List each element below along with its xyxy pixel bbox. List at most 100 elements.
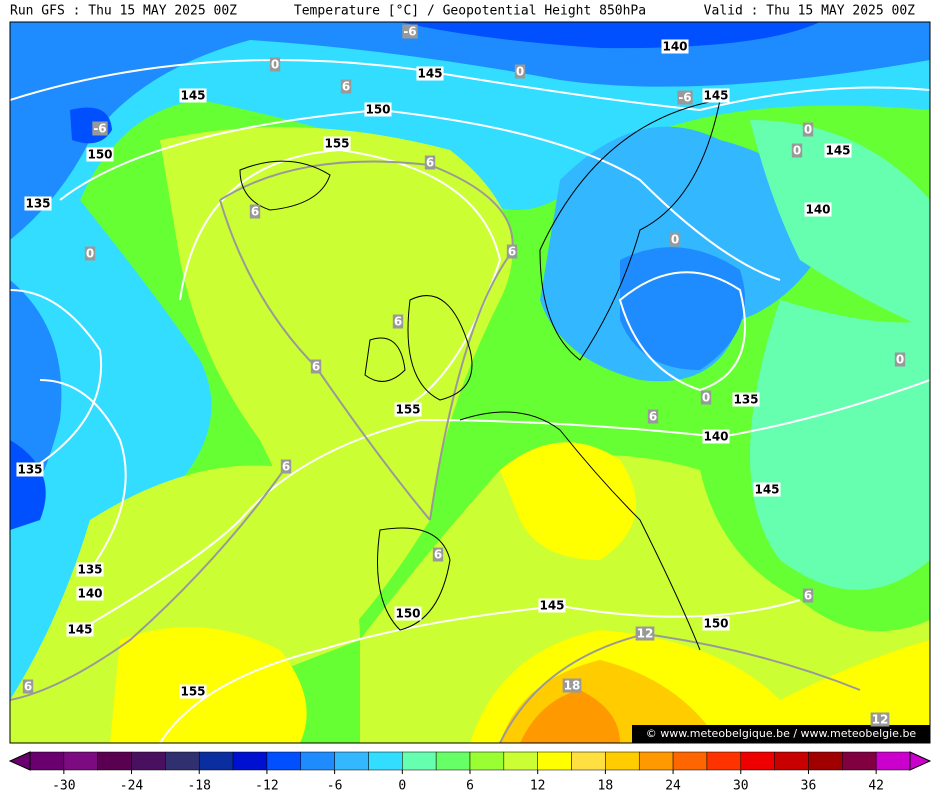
height-label: 145 xyxy=(825,144,850,158)
height-label: 140 xyxy=(662,40,687,54)
temperature-label-bg xyxy=(424,155,436,170)
height-label-bg xyxy=(538,598,566,613)
height-label-bg xyxy=(16,462,44,477)
watermark: © www.meteobelgique.be / www.meteobelgie… xyxy=(646,727,917,740)
height-label: 145 xyxy=(754,483,779,497)
colorbar-tick-label: 24 xyxy=(665,779,681,794)
height-label: 155 xyxy=(180,685,205,699)
colorbar-tick-label: 30 xyxy=(733,779,749,794)
colorbar-tick-label: 12 xyxy=(530,779,546,794)
temperature-label-bg xyxy=(677,90,693,105)
colorbar-swatch xyxy=(97,751,132,771)
colorbar-swatch xyxy=(638,751,674,771)
height-label-bg xyxy=(86,147,114,162)
temperature-label-bg xyxy=(22,679,34,694)
height-label-bg xyxy=(804,202,832,217)
temperature-label: 6 xyxy=(312,360,320,374)
colorbar-swatch xyxy=(368,751,403,771)
temperature-label-bg xyxy=(635,626,655,641)
colorbar-swatch xyxy=(740,751,775,771)
height-label-bg xyxy=(323,136,351,151)
temperature-label-bg xyxy=(562,678,582,693)
temperature-label-bg xyxy=(506,244,518,259)
colorbar-swatch xyxy=(402,751,437,771)
temperature-label-bg xyxy=(802,588,814,603)
height-label-bg xyxy=(732,392,760,407)
height-label: 145 xyxy=(417,67,442,81)
height-label-bg xyxy=(702,429,730,444)
height-label: 150 xyxy=(395,607,420,621)
temperature-label-bg xyxy=(92,121,108,136)
height-label: 140 xyxy=(805,203,830,217)
temperature-label-bg xyxy=(432,547,444,562)
height-label: 150 xyxy=(703,617,728,631)
height-label-bg xyxy=(179,88,207,103)
height-label: 150 xyxy=(87,148,112,162)
height-label: 135 xyxy=(733,393,758,407)
colorbar-swatch xyxy=(300,751,335,771)
colorbar-tick-label: -30 xyxy=(52,779,75,794)
colorbar-tick-label: -18 xyxy=(187,779,210,794)
height-label-bg xyxy=(753,482,781,497)
temperature-label-bg xyxy=(340,79,352,94)
height-label: 135 xyxy=(17,463,42,477)
temperature-label: 6 xyxy=(508,245,516,259)
colorbar-swatch xyxy=(672,751,708,771)
colorbar-tick-label: -6 xyxy=(327,779,343,794)
colorbar-swatch xyxy=(198,751,234,771)
temperature-label: -6 xyxy=(678,91,691,105)
temperature-label-bg xyxy=(647,409,659,424)
colorbar-tick-label: 6 xyxy=(466,779,474,794)
valid-label: Valid : Thu 15 MAY 2025 00Z xyxy=(704,4,915,19)
height-label: 140 xyxy=(77,587,102,601)
height-label: 155 xyxy=(395,403,420,417)
temperature-label: 6 xyxy=(342,80,350,94)
colorbar-swatch xyxy=(29,751,65,771)
height-label: 140 xyxy=(703,430,728,444)
temperature-label: 0 xyxy=(271,58,279,72)
temperature-label-bg xyxy=(269,57,281,72)
temperature-label-bg xyxy=(280,459,292,474)
height-label-bg xyxy=(179,684,207,699)
temperature-label: 0 xyxy=(86,247,94,261)
field xyxy=(10,22,930,743)
colorbar-swatch xyxy=(774,751,809,771)
temperature-label-bg xyxy=(392,314,404,329)
height-label: 145 xyxy=(539,599,564,613)
colorbar-swatch xyxy=(334,751,369,771)
height-label: 145 xyxy=(67,623,92,637)
temperature-label: 6 xyxy=(251,205,259,219)
map-title: Temperature [°C] / Geopotential Height 8… xyxy=(294,4,646,19)
temperature-label-bg xyxy=(249,204,261,219)
temperature-label: 0 xyxy=(896,353,904,367)
temperature-label-bg xyxy=(802,122,814,137)
colorbar-tick-label: 0 xyxy=(398,779,406,794)
temperature-label-bg xyxy=(894,352,906,367)
map-frame xyxy=(9,21,931,744)
colorbar-arrow-right xyxy=(909,751,932,771)
colorbar-tick-label: 36 xyxy=(801,779,817,794)
temperature-label-bg xyxy=(402,24,418,39)
colorbar-swatch xyxy=(808,751,843,771)
height-label: 145 xyxy=(703,89,728,103)
colorbar-swatch xyxy=(706,751,742,771)
temperature-label: 6 xyxy=(24,680,32,694)
temperature-label: 0 xyxy=(516,65,524,79)
height-label: 135 xyxy=(25,197,50,211)
colorbar-tick-label: -24 xyxy=(120,779,144,794)
temperature-label: 0 xyxy=(793,144,801,158)
height-label-bg xyxy=(76,562,104,577)
colorbar-swatch xyxy=(232,751,268,771)
temperature-label-bg xyxy=(700,390,712,405)
height-label-bg xyxy=(394,402,422,417)
colorbar-swatch xyxy=(165,751,200,771)
temperature-label-bg xyxy=(84,246,96,261)
temperature-label: 6 xyxy=(282,460,290,474)
temperature-label: 6 xyxy=(394,315,402,329)
height-label-bg xyxy=(702,616,730,631)
colorbar-swatch xyxy=(266,751,302,771)
temperature-label-bg xyxy=(870,712,890,727)
colorbar-swatch xyxy=(63,751,98,771)
height-label-bg xyxy=(394,606,422,621)
colorbar-swatch xyxy=(842,751,877,771)
